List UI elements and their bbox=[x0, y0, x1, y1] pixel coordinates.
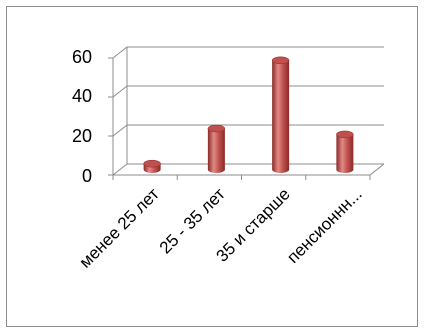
bars bbox=[143, 56, 354, 173]
category-label: менее 25 лет bbox=[76, 184, 163, 271]
bar bbox=[271, 56, 290, 173]
bar bbox=[143, 159, 161, 173]
gridline-depth bbox=[112, 163, 128, 176]
y-tick-label: 0 bbox=[82, 166, 92, 186]
y-tick-label: 20 bbox=[72, 126, 92, 146]
y-tick-labels: 0 20 40 60 bbox=[72, 47, 92, 186]
bar-body bbox=[272, 60, 290, 173]
bar-top bbox=[336, 130, 354, 139]
y-tick-label: 40 bbox=[72, 86, 92, 106]
bar-top bbox=[143, 159, 161, 168]
bar-top bbox=[271, 56, 290, 65]
y-tick-label: 60 bbox=[72, 47, 92, 67]
bar-body bbox=[336, 134, 354, 173]
gridline-depth bbox=[112, 46, 128, 59]
bar bbox=[336, 130, 354, 173]
gridline-depth bbox=[112, 85, 128, 98]
bar-top bbox=[207, 124, 226, 133]
category-labels: менее 25 лет 25 - 35 лет 35 и старше пен… bbox=[76, 184, 366, 271]
category-label: пенсионнн... bbox=[283, 184, 366, 267]
bar bbox=[207, 124, 226, 173]
gridline-depth bbox=[112, 124, 128, 137]
bar-body bbox=[207, 128, 225, 173]
floor-right-edge bbox=[369, 163, 385, 176]
